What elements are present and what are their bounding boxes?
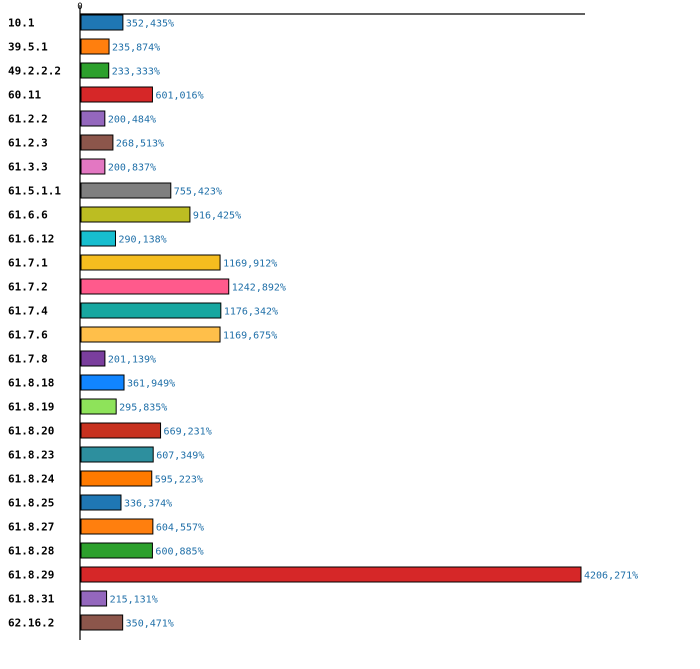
category-label: 61.8.31 (8, 593, 55, 606)
bar (80, 350, 106, 367)
value-label: 268,513% (116, 139, 164, 150)
value-label: 1242,892% (232, 283, 286, 294)
category-label: 61.6.12 (8, 233, 54, 246)
value-label: 601,016% (155, 91, 203, 102)
category-label: 60.11 (8, 89, 41, 102)
value-label: 290,138% (118, 235, 166, 246)
value-label: 4206,271% (584, 571, 638, 582)
bar (80, 446, 154, 463)
bar (80, 518, 154, 535)
bar (80, 278, 230, 295)
bar (80, 542, 153, 559)
bar (80, 422, 162, 439)
category-label: 61.8.19 (8, 401, 54, 414)
bar (80, 110, 106, 127)
category-label: 61.2.3 (8, 137, 48, 150)
bar (80, 182, 172, 199)
bar (80, 158, 106, 175)
category-label: 61.8.20 (8, 425, 54, 438)
category-label: 61.7.2 (8, 281, 48, 294)
category-label: 61.5.1.1 (8, 185, 61, 198)
bar (80, 254, 221, 271)
value-label: 200,484% (108, 115, 156, 126)
category-label: 61.8.24 (8, 473, 55, 486)
category-label: 61.8.27 (8, 521, 54, 534)
value-label: 361,949% (127, 379, 175, 390)
value-label: 233,333% (112, 67, 160, 78)
value-label: 201,139% (108, 355, 156, 366)
category-label: 61.2.2 (8, 113, 48, 126)
category-label: 61.8.23 (8, 449, 54, 462)
bar (80, 206, 191, 223)
category-label: 61.8.18 (8, 377, 54, 390)
category-label: 61.7.8 (8, 353, 48, 366)
bar (80, 230, 116, 247)
bars-group: 10.1 352,435% 39.5.1 235,874% 49.2.2.2 233,33… (8, 14, 638, 631)
category-label: 61.8.28 (8, 545, 54, 558)
value-label: 350,471% (126, 619, 174, 630)
value-label: 607,349% (156, 451, 204, 462)
category-label: 62.16.2 (8, 617, 54, 630)
value-label: 669,231% (164, 427, 212, 438)
bar (80, 62, 110, 79)
category-label: 49.2.2.2 (8, 65, 61, 78)
value-label: 215,131% (110, 595, 158, 606)
value-label: 916,425% (193, 211, 241, 222)
bar (80, 86, 153, 103)
value-label: 235,874% (112, 43, 160, 54)
category-label: 61.7.4 (8, 305, 48, 318)
value-label: 1176,342% (224, 307, 278, 318)
category-label: 61.8.25 (8, 497, 54, 510)
bar (80, 590, 108, 607)
value-label: 755,423% (174, 187, 222, 198)
bar (80, 470, 153, 487)
bar (80, 14, 124, 31)
value-label: 604,557% (156, 523, 204, 534)
value-label: 600,885% (155, 547, 203, 558)
bar (80, 326, 221, 343)
bar (80, 374, 125, 391)
bar (80, 302, 222, 319)
category-label: 10.1 (8, 17, 35, 30)
category-label: 61.3.3 (8, 161, 48, 174)
value-label: 1169,675% (223, 331, 277, 342)
value-label: 295,835% (119, 403, 167, 414)
value-label: 336,374% (124, 499, 172, 510)
value-label: 200,837% (108, 163, 156, 174)
bar (80, 614, 124, 631)
bar (80, 134, 114, 151)
category-label: 61.7.6 (8, 329, 48, 342)
bar (80, 398, 117, 415)
bar (80, 38, 110, 55)
x-tick-label-0: 0 (77, 2, 82, 12)
category-label: 39.5.1 (8, 41, 48, 54)
value-label: 1169,912% (223, 259, 277, 270)
category-label: 61.8.29 (8, 569, 54, 582)
bar (80, 566, 582, 583)
bar (80, 494, 122, 511)
value-label: 352,435% (126, 19, 174, 30)
category-label: 61.6.6 (8, 209, 48, 222)
value-label: 595,223% (155, 475, 203, 486)
category-label: 61.7.1 (8, 257, 48, 270)
